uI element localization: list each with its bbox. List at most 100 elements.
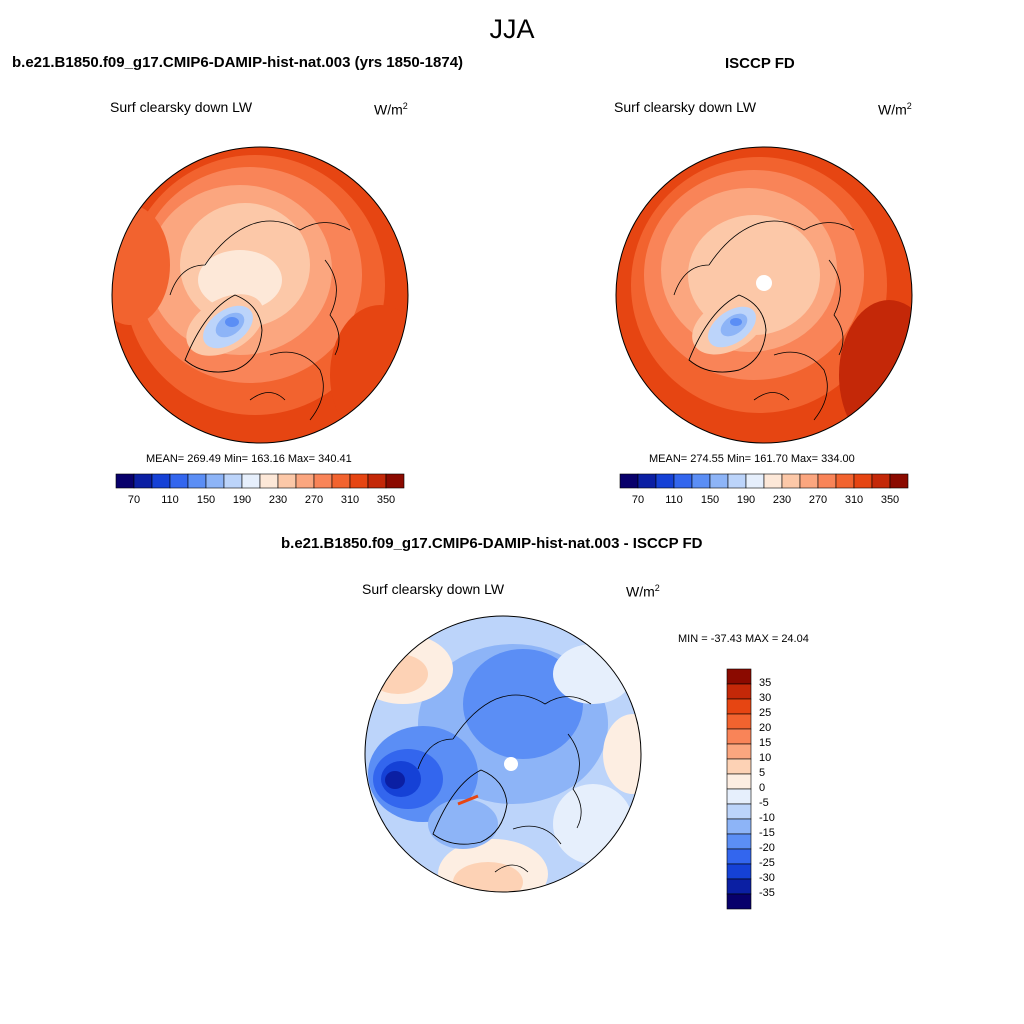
obs-colorbar-labels: 70 110 150 190 230 270 310 350 [620,494,908,508]
model-colorbar-swatch [277,473,297,489]
model-colorbar-swatch [223,473,243,489]
diff-colorbar-swatch [726,758,752,775]
obs-colorbar-tick-label: 270 [808,494,828,506]
model-colorbar-labels: 70 110 150 190 230 270 310 350 [116,494,404,508]
diff-colorbar-tick-label: -35 [759,887,775,899]
model-colorbar-swatch [331,473,351,489]
model-panel-title: b.e21.B1850.f09_g17.CMIP6-DAMIP-hist-nat… [12,54,464,71]
diff-colorbar-swatch [726,863,752,880]
model-colorbar-swatch [259,473,279,489]
obs-colorbar-tick-label: 150 [700,494,720,506]
diff-colorbar-swatch [726,668,752,685]
model-colorbar-tick-label: 150 [196,494,216,506]
diff-panel-title: b.e21.B1850.f09_g17.CMIP6-DAMIP-hist-nat… [281,535,703,552]
diff-colorbar-swatch [726,743,752,760]
diff-colorbar-tick-label: -30 [759,872,775,884]
model-colorbar-tick-label: 70 [127,494,141,506]
model-colorbar-swatch [349,473,369,489]
model-variable-label: Surf clearsky down LW [110,99,253,115]
diff-colorbar-swatch [726,713,752,730]
model-colorbar-tick-label: 110 [161,494,179,506]
diff-colorbar-tick-label: 10 [759,752,772,764]
diff-colorbar-tick-label: 15 [759,737,772,749]
obs-colorbar-swatch [763,473,783,489]
diff-variable-label: Surf clearsky down LW [362,581,505,597]
obs-colorbar-swatch [655,473,675,489]
diff-colorbar-swatch [726,803,752,820]
obs-colorbar-swatch [817,473,837,489]
obs-colorbar-swatch [691,473,711,489]
obs-colorbar-tick-label: 70 [631,494,645,506]
season-title: JJA [489,14,535,44]
model-colorbar [115,473,405,489]
model-colorbar-swatch [115,473,135,489]
diff-colorbar-tick-label: -15 [759,827,775,839]
diff-colorbar-swatch [726,698,752,715]
obs-colorbar-tick-label: 350 [880,494,900,506]
obs-panel-title: ISCCP FD [725,55,795,72]
diff-colorbar-tick-label: -20 [759,842,775,854]
diff-polar-map [364,615,642,893]
model-colorbar-tick-label: 350 [376,494,396,506]
obs-colorbar-swatch [853,473,873,489]
model-colorbar-swatch [151,473,171,489]
diff-colorbar-tick-label: -5 [759,797,769,809]
obs-colorbar-tick-label: 110 [665,494,683,506]
model-units-label: W/m2 [374,101,408,118]
obs-colorbar-tick-label: 230 [772,494,792,506]
diff-colorbar-tick-label: -25 [759,857,775,869]
obs-colorbar-tick-label: 190 [736,494,756,506]
diff-colorbar-swatch [726,893,752,910]
diff-stats: MIN = -37.43 MAX = 24.04 [678,633,809,645]
diff-units-label: W/m2 [626,583,660,600]
obs-colorbar [619,473,909,489]
model-colorbar-swatch [295,473,315,489]
model-colorbar-swatch [133,473,153,489]
diff-colorbar-tick-label: 25 [759,707,772,719]
model-colorbar-swatch [241,473,261,489]
model-colorbar-tick-label: 310 [340,494,360,506]
diff-colorbar-tick-label: 35 [759,677,772,689]
obs-colorbar-swatch [673,473,693,489]
obs-colorbar-swatch [637,473,657,489]
model-colorbar-swatch [169,473,189,489]
obs-colorbar-swatch [889,473,909,489]
obs-colorbar-swatch [709,473,729,489]
obs-polar-map [615,146,913,444]
obs-colorbar-swatch [871,473,891,489]
obs-stats: MEAN= 274.55 Min= 161.70 Max= 334.00 [649,453,855,465]
model-colorbar-swatch [205,473,225,489]
obs-colorbar-swatch [619,473,639,489]
diff-colorbar-swatch [726,878,752,895]
model-polar-map [111,146,409,444]
model-colorbar-tick-label: 270 [304,494,324,506]
obs-colorbar-swatch [727,473,747,489]
model-colorbar-swatch [187,473,207,489]
obs-colorbar-tick-label: 310 [844,494,864,506]
diff-colorbar-swatch [726,788,752,805]
diff-colorbar-tick-label: 0 [759,782,766,794]
diff-colorbar-swatch [726,848,752,865]
diff-colorbar-swatch [726,683,752,700]
diff-colorbar-tick-label: 30 [759,692,772,704]
obs-colorbar-swatch [745,473,765,489]
model-colorbar-tick-label: 190 [232,494,252,506]
obs-variable-label: Surf clearsky down LW [614,99,757,115]
diff-colorbar-tick-label: -10 [759,812,775,824]
diff-colorbar-swatch [726,728,752,745]
obs-colorbar-swatch [799,473,819,489]
diff-colorbar-labels: 35 30 25 20 15 10 5 0 -5 -10 -15 -20 -25 -30 -35 [759,669,799,909]
diff-colorbar-swatch [726,818,752,835]
obs-colorbar-swatch [835,473,855,489]
diff-colorbar-tick-label: 20 [759,722,772,734]
model-stats: MEAN= 269.49 Min= 163.16 Max= 340.41 [146,453,352,465]
model-colorbar-swatch [313,473,333,489]
model-colorbar-swatch [385,473,405,489]
model-colorbar-tick-label: 230 [268,494,288,506]
diff-colorbar-tick-label: 5 [759,767,766,779]
obs-units-label: W/m2 [878,101,912,118]
model-colorbar-swatch [367,473,387,489]
diff-colorbar-swatch [726,773,752,790]
obs-colorbar-swatch [781,473,801,489]
diff-colorbar-swatch [726,833,752,850]
